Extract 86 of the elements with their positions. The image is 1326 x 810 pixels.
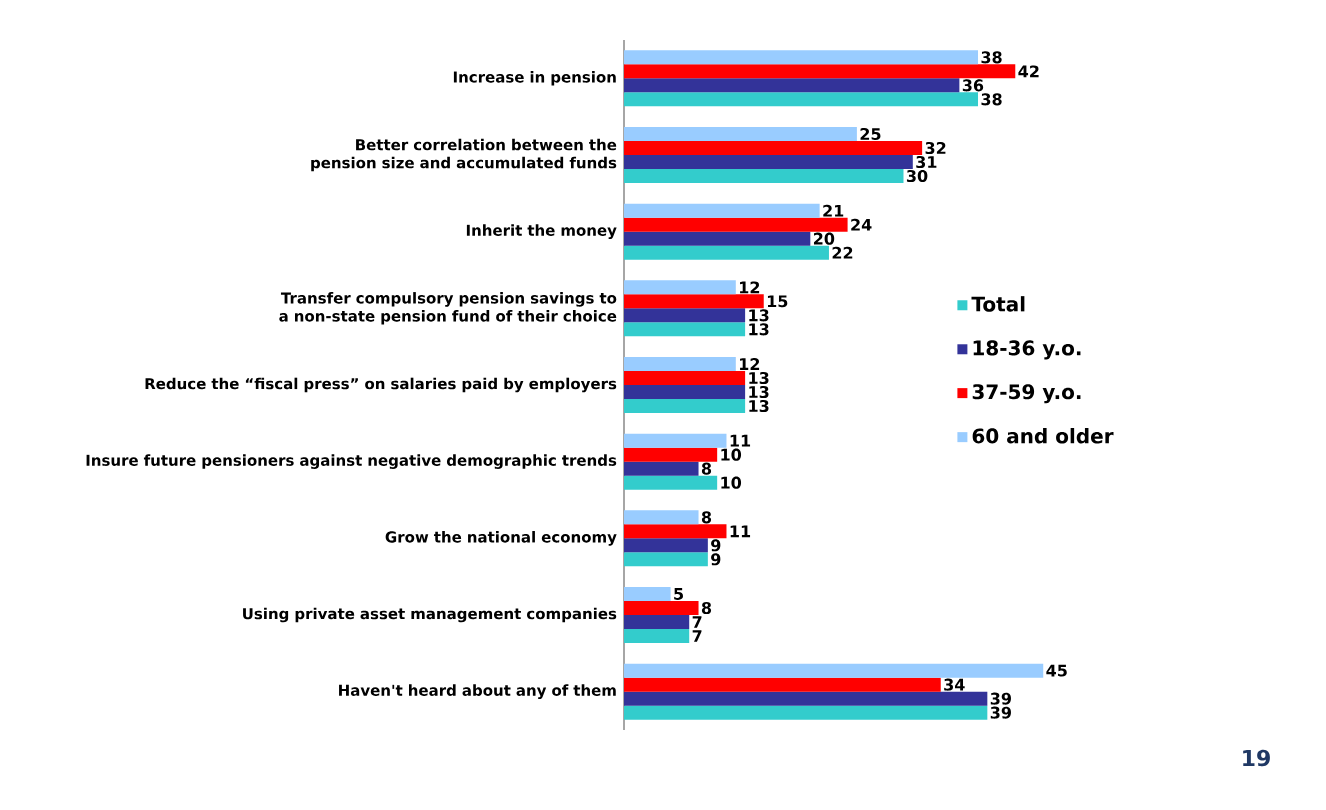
bar bbox=[624, 92, 979, 107]
bar bbox=[624, 587, 671, 601]
y-tick-label: Grow the national economy bbox=[385, 531, 617, 546]
bar bbox=[624, 447, 718, 462]
y-tick-label: Reduce the “fiscal press” on salaries paid by employers bbox=[145, 377, 617, 393]
bar bbox=[624, 231, 811, 246]
bar bbox=[624, 127, 857, 141]
data-label: 5 bbox=[674, 588, 683, 600]
data-label: 8 bbox=[701, 462, 712, 475]
y-tick-label: Transfer compulsory pension savings to a non-state pension fund of their choice bbox=[279, 292, 617, 325]
bar bbox=[624, 663, 1044, 678]
bar bbox=[624, 475, 718, 490]
bar bbox=[624, 64, 1016, 79]
text: 19 bbox=[1243, 749, 1270, 767]
bar bbox=[624, 629, 690, 643]
bar bbox=[624, 601, 699, 615]
bar bbox=[624, 357, 736, 371]
bar bbox=[624, 217, 848, 232]
data-label: 32 bbox=[925, 141, 946, 155]
legend-label: 37-59 y.o. bbox=[972, 384, 1081, 404]
legend-label: 18-36 y.o. bbox=[973, 340, 1081, 360]
bar bbox=[624, 433, 727, 448]
y-tick-label: Haven't heard about any of them bbox=[339, 684, 616, 699]
bar bbox=[624, 691, 988, 706]
bar bbox=[624, 169, 904, 183]
data-label: 13 bbox=[749, 371, 769, 385]
bar bbox=[624, 615, 690, 629]
y-tick-label: Inherit the money bbox=[466, 224, 617, 239]
bar bbox=[624, 705, 988, 720]
data-label: 13 bbox=[749, 399, 769, 413]
data-label: 38 bbox=[981, 51, 1002, 64]
bar bbox=[624, 510, 699, 525]
data-label: 11 bbox=[730, 525, 751, 538]
data-label: 15 bbox=[767, 295, 788, 308]
data-label: 10 bbox=[721, 476, 742, 489]
legend-label: Total bbox=[971, 296, 1025, 312]
data-label: 11 bbox=[730, 434, 751, 447]
data-label: 13 bbox=[749, 309, 769, 322]
bar bbox=[624, 538, 708, 553]
data-label: 21 bbox=[823, 204, 844, 217]
data-label: 34 bbox=[944, 678, 965, 691]
bar bbox=[624, 50, 979, 65]
data-label: 9 bbox=[711, 553, 721, 566]
data-label: 38 bbox=[981, 93, 1002, 106]
y-tick-label: Insure future pensioners against negative demographic trends bbox=[86, 454, 617, 469]
data-label: 45 bbox=[1046, 664, 1067, 677]
data-label: 8 bbox=[701, 511, 712, 524]
data-label: 22 bbox=[832, 246, 853, 259]
bar bbox=[624, 524, 727, 539]
bar bbox=[624, 294, 764, 309]
bar bbox=[624, 371, 746, 385]
data-label: 7 bbox=[692, 630, 702, 642]
data-label: 39 bbox=[990, 706, 1011, 719]
data-label: 12 bbox=[740, 281, 760, 294]
data-label: 39 bbox=[990, 692, 1011, 705]
bar bbox=[624, 141, 923, 155]
data-label: 30 bbox=[906, 169, 928, 183]
data-label: 24 bbox=[851, 218, 872, 231]
data-label: 31 bbox=[916, 155, 937, 169]
data-label: 42 bbox=[1018, 65, 1039, 78]
data-label: 25 bbox=[860, 127, 881, 141]
bar bbox=[624, 322, 746, 337]
bar bbox=[624, 385, 746, 399]
legend-label: 60 and older bbox=[972, 428, 1114, 444]
bar bbox=[624, 78, 960, 93]
data-label: 9 bbox=[711, 539, 721, 552]
bar bbox=[624, 203, 820, 218]
bar bbox=[624, 461, 699, 476]
data-label: 12 bbox=[740, 358, 760, 370]
data-label: 8 bbox=[701, 601, 712, 615]
bar bbox=[624, 155, 913, 169]
y-tick-label: Better correlation between the pension size and accumulated funds bbox=[311, 138, 617, 172]
data-label: 13 bbox=[749, 323, 769, 336]
bar bbox=[624, 308, 746, 323]
data-label: 10 bbox=[721, 448, 742, 461]
bar bbox=[624, 245, 829, 260]
bar bbox=[624, 280, 736, 295]
y-tick-label: Increase in pension bbox=[453, 71, 616, 86]
bar bbox=[624, 677, 941, 692]
data-label: 20 bbox=[813, 232, 835, 245]
bar bbox=[624, 552, 708, 567]
y-tick-label: Using private asset management companies bbox=[243, 607, 617, 623]
data-label: 13 bbox=[749, 385, 769, 399]
bar bbox=[624, 399, 746, 413]
data-label: 36 bbox=[962, 79, 984, 92]
data-label: 7 bbox=[692, 616, 702, 628]
